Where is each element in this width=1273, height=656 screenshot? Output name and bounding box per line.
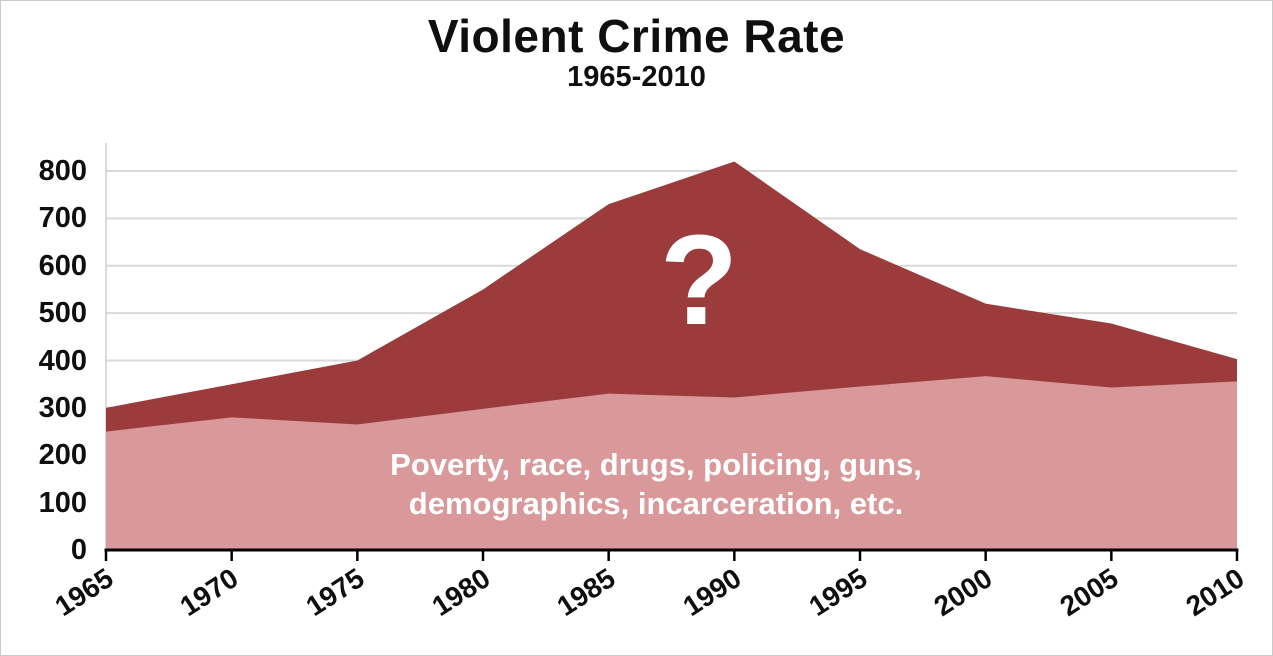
y-tick-label-800: 800 [38, 155, 87, 187]
y-tick-label-600: 600 [38, 249, 87, 282]
unexplained-question-mark: ? [659, 209, 739, 352]
y-tick-label-0: 0 [70, 534, 87, 566]
chart-subtitle: 1965-2010 [567, 61, 706, 93]
explained-factors-label: Poverty, race, drugs, policing, guns, de… [331, 445, 981, 523]
y-tick-label-400: 400 [38, 344, 87, 377]
explained-factors-line1: Poverty, race, drugs, policing, guns, [390, 447, 922, 482]
y-tick-label-300: 300 [38, 391, 87, 424]
y-tick-label-500: 500 [38, 297, 87, 330]
chart-title: Violent Crime Rate [427, 10, 846, 62]
y-tick-label-200: 200 [38, 439, 87, 472]
y-tick-label-100: 100 [38, 486, 87, 519]
explained-area [106, 376, 1237, 550]
y-tick-label-700: 700 [38, 202, 87, 235]
explained-factors-line2: demographics, incarceration, etc. [408, 486, 904, 521]
